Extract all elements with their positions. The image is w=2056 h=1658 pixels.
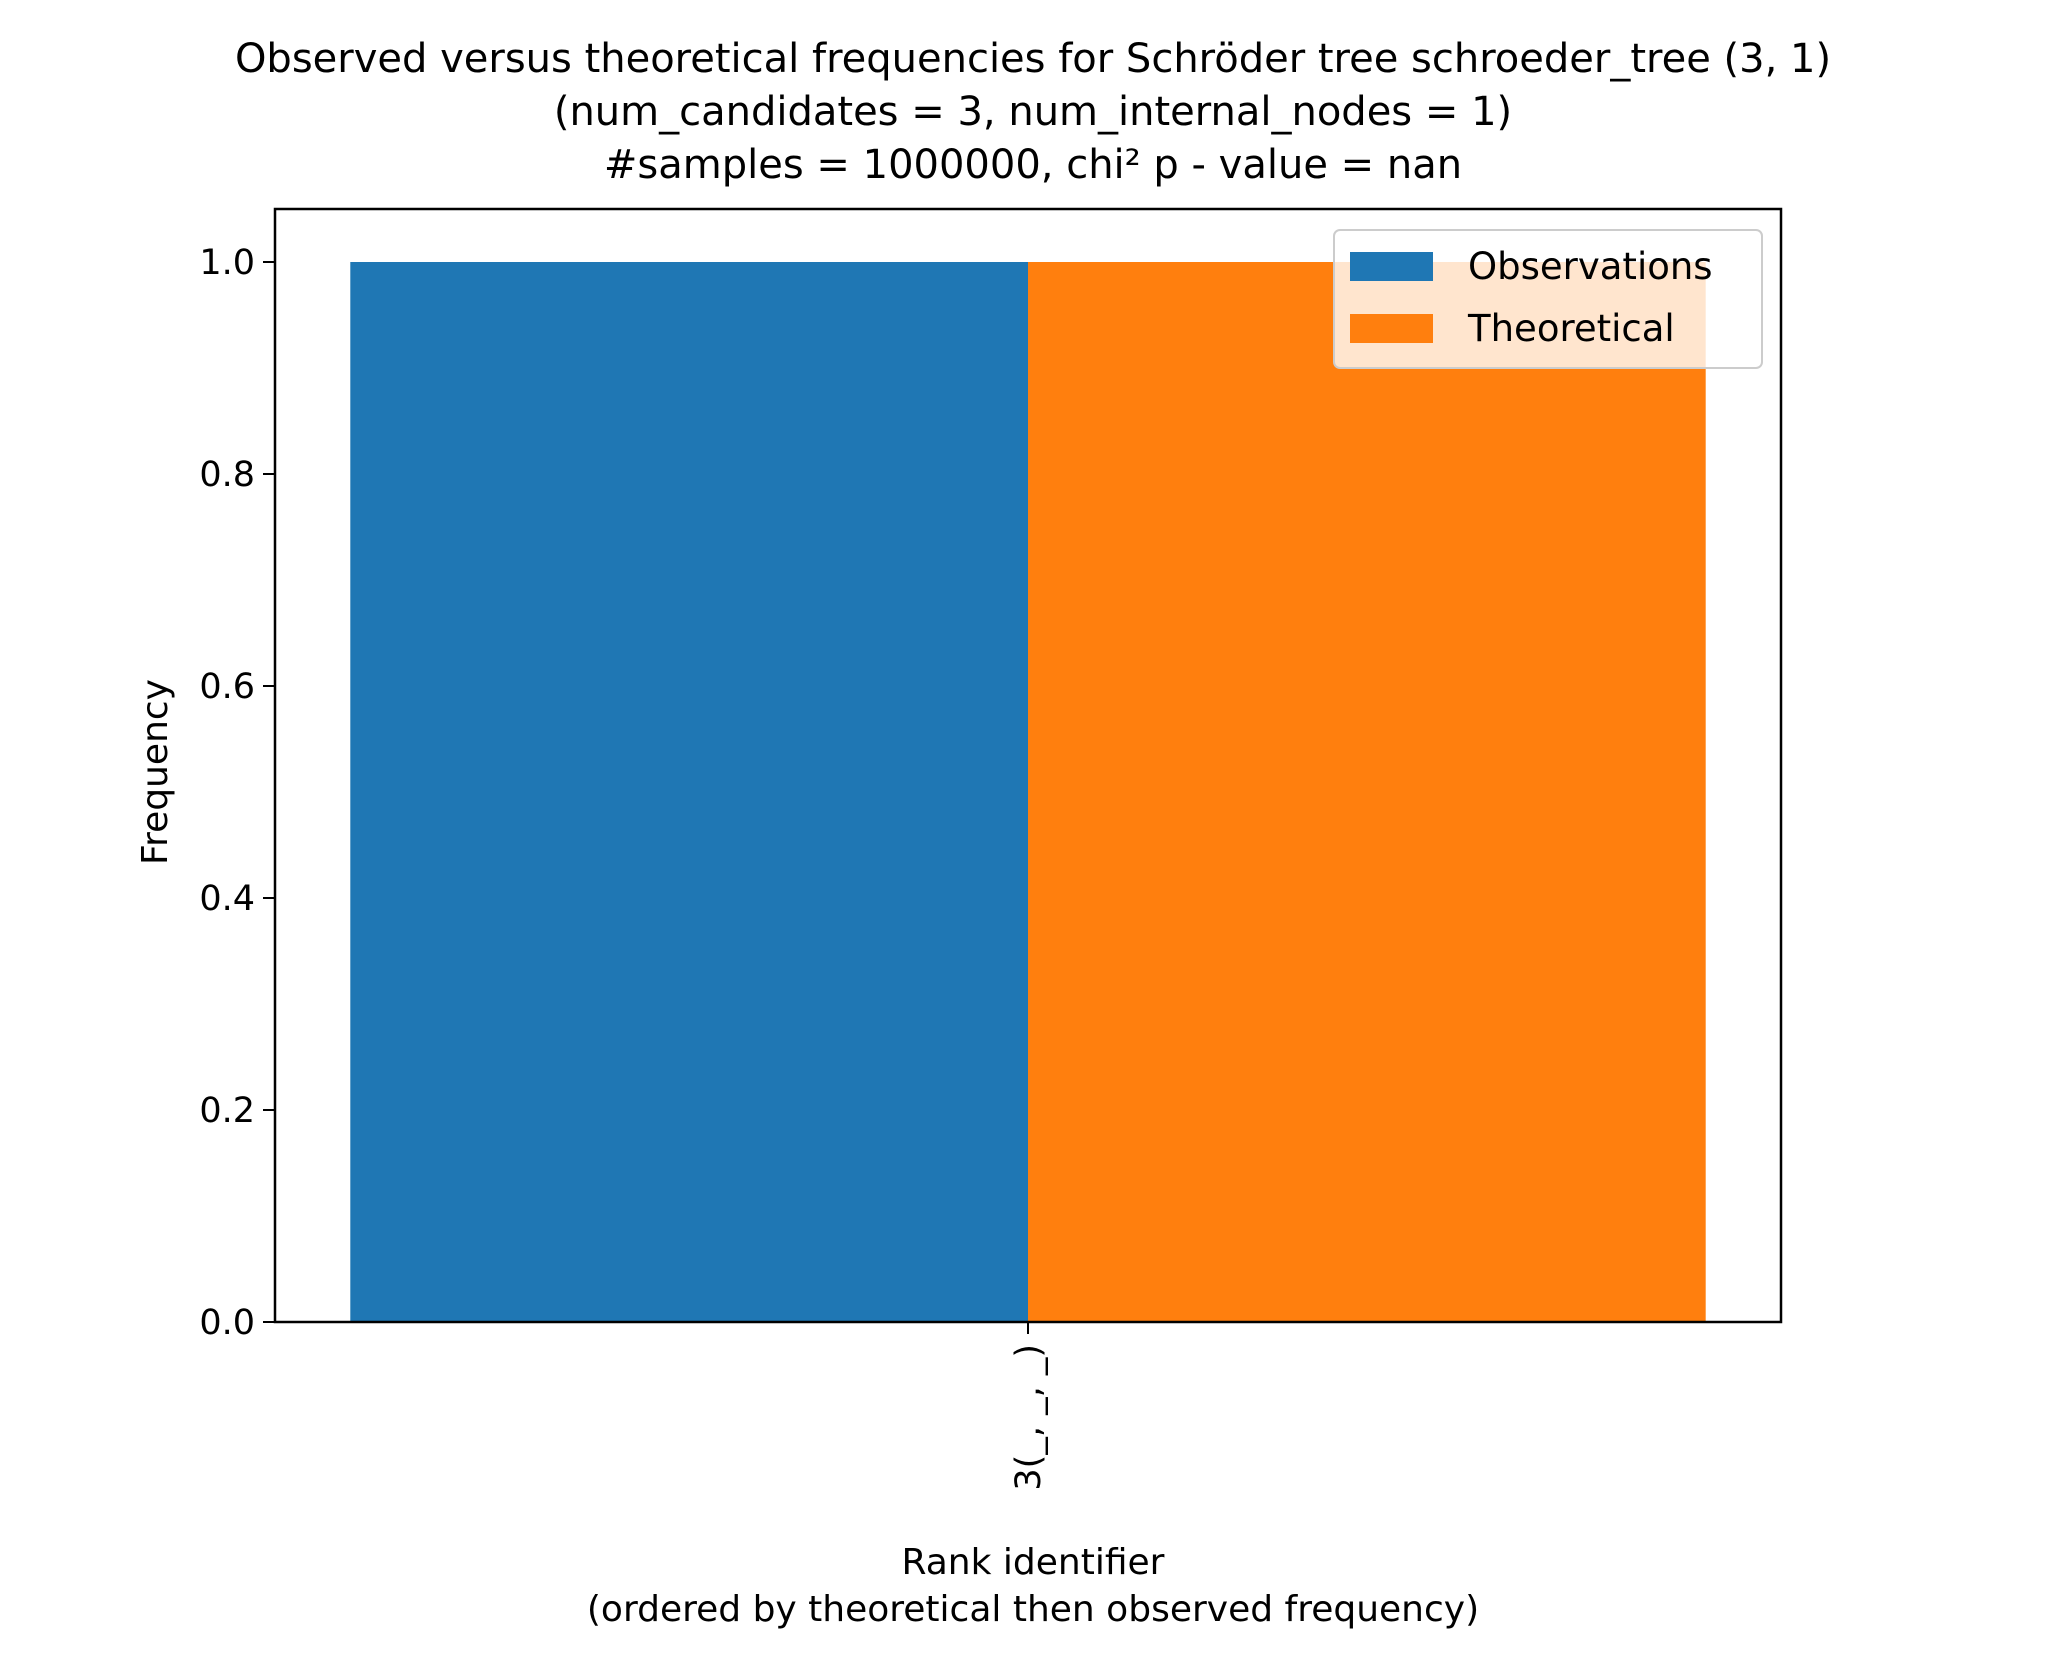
legend-box <box>1333 229 1763 369</box>
legend-swatch-theoretical <box>1350 314 1433 343</box>
chart-title-line-1: Observed versus theoretical frequencies … <box>235 36 1831 82</box>
chart-title-line-2: (num_candidates = 3, num_internal_nodes … <box>554 89 1512 135</box>
chart-title-line-3: #samples = 1000000, chi² p - value = nan <box>604 142 1462 188</box>
bar-theoretical-0 <box>1028 262 1706 1322</box>
legend-swatch-observations <box>1350 252 1433 281</box>
chart-title: Observed versus theoretical frequencies … <box>235 36 1831 188</box>
legend: Observations Theoretical <box>1333 229 1763 369</box>
x-tick-label-0: 3(_, _, _) <box>1009 1344 1049 1491</box>
y-axis-label: Frequency <box>135 679 176 865</box>
y-tick-label-3: 0.6 <box>199 667 255 707</box>
legend-label-theoretical: Theoretical <box>1467 307 1675 350</box>
bar-observations-0 <box>350 262 1028 1322</box>
y-axis-ticks: 0.0 0.2 0.4 0.6 0.8 1.0 <box>199 243 275 1343</box>
y-tick-label-0: 0.0 <box>199 1303 255 1343</box>
x-axis-label-line-2: (ordered by theoretical then observed fr… <box>587 1589 1479 1630</box>
bars-layer <box>350 262 1706 1322</box>
y-tick-label-5: 1.0 <box>199 243 255 283</box>
x-axis-label: Rank identifier (ordered by theoretical … <box>587 1542 1479 1630</box>
y-tick-label-4: 0.8 <box>199 455 255 495</box>
x-axis-label-line-1: Rank identifier <box>902 1542 1165 1583</box>
x-axis-ticks: 3(_, _, _) <box>1009 1322 1049 1491</box>
y-tick-label-1: 0.2 <box>199 1091 255 1131</box>
y-tick-label-2: 0.4 <box>199 879 255 919</box>
legend-label-observations: Observations <box>1468 245 1713 288</box>
